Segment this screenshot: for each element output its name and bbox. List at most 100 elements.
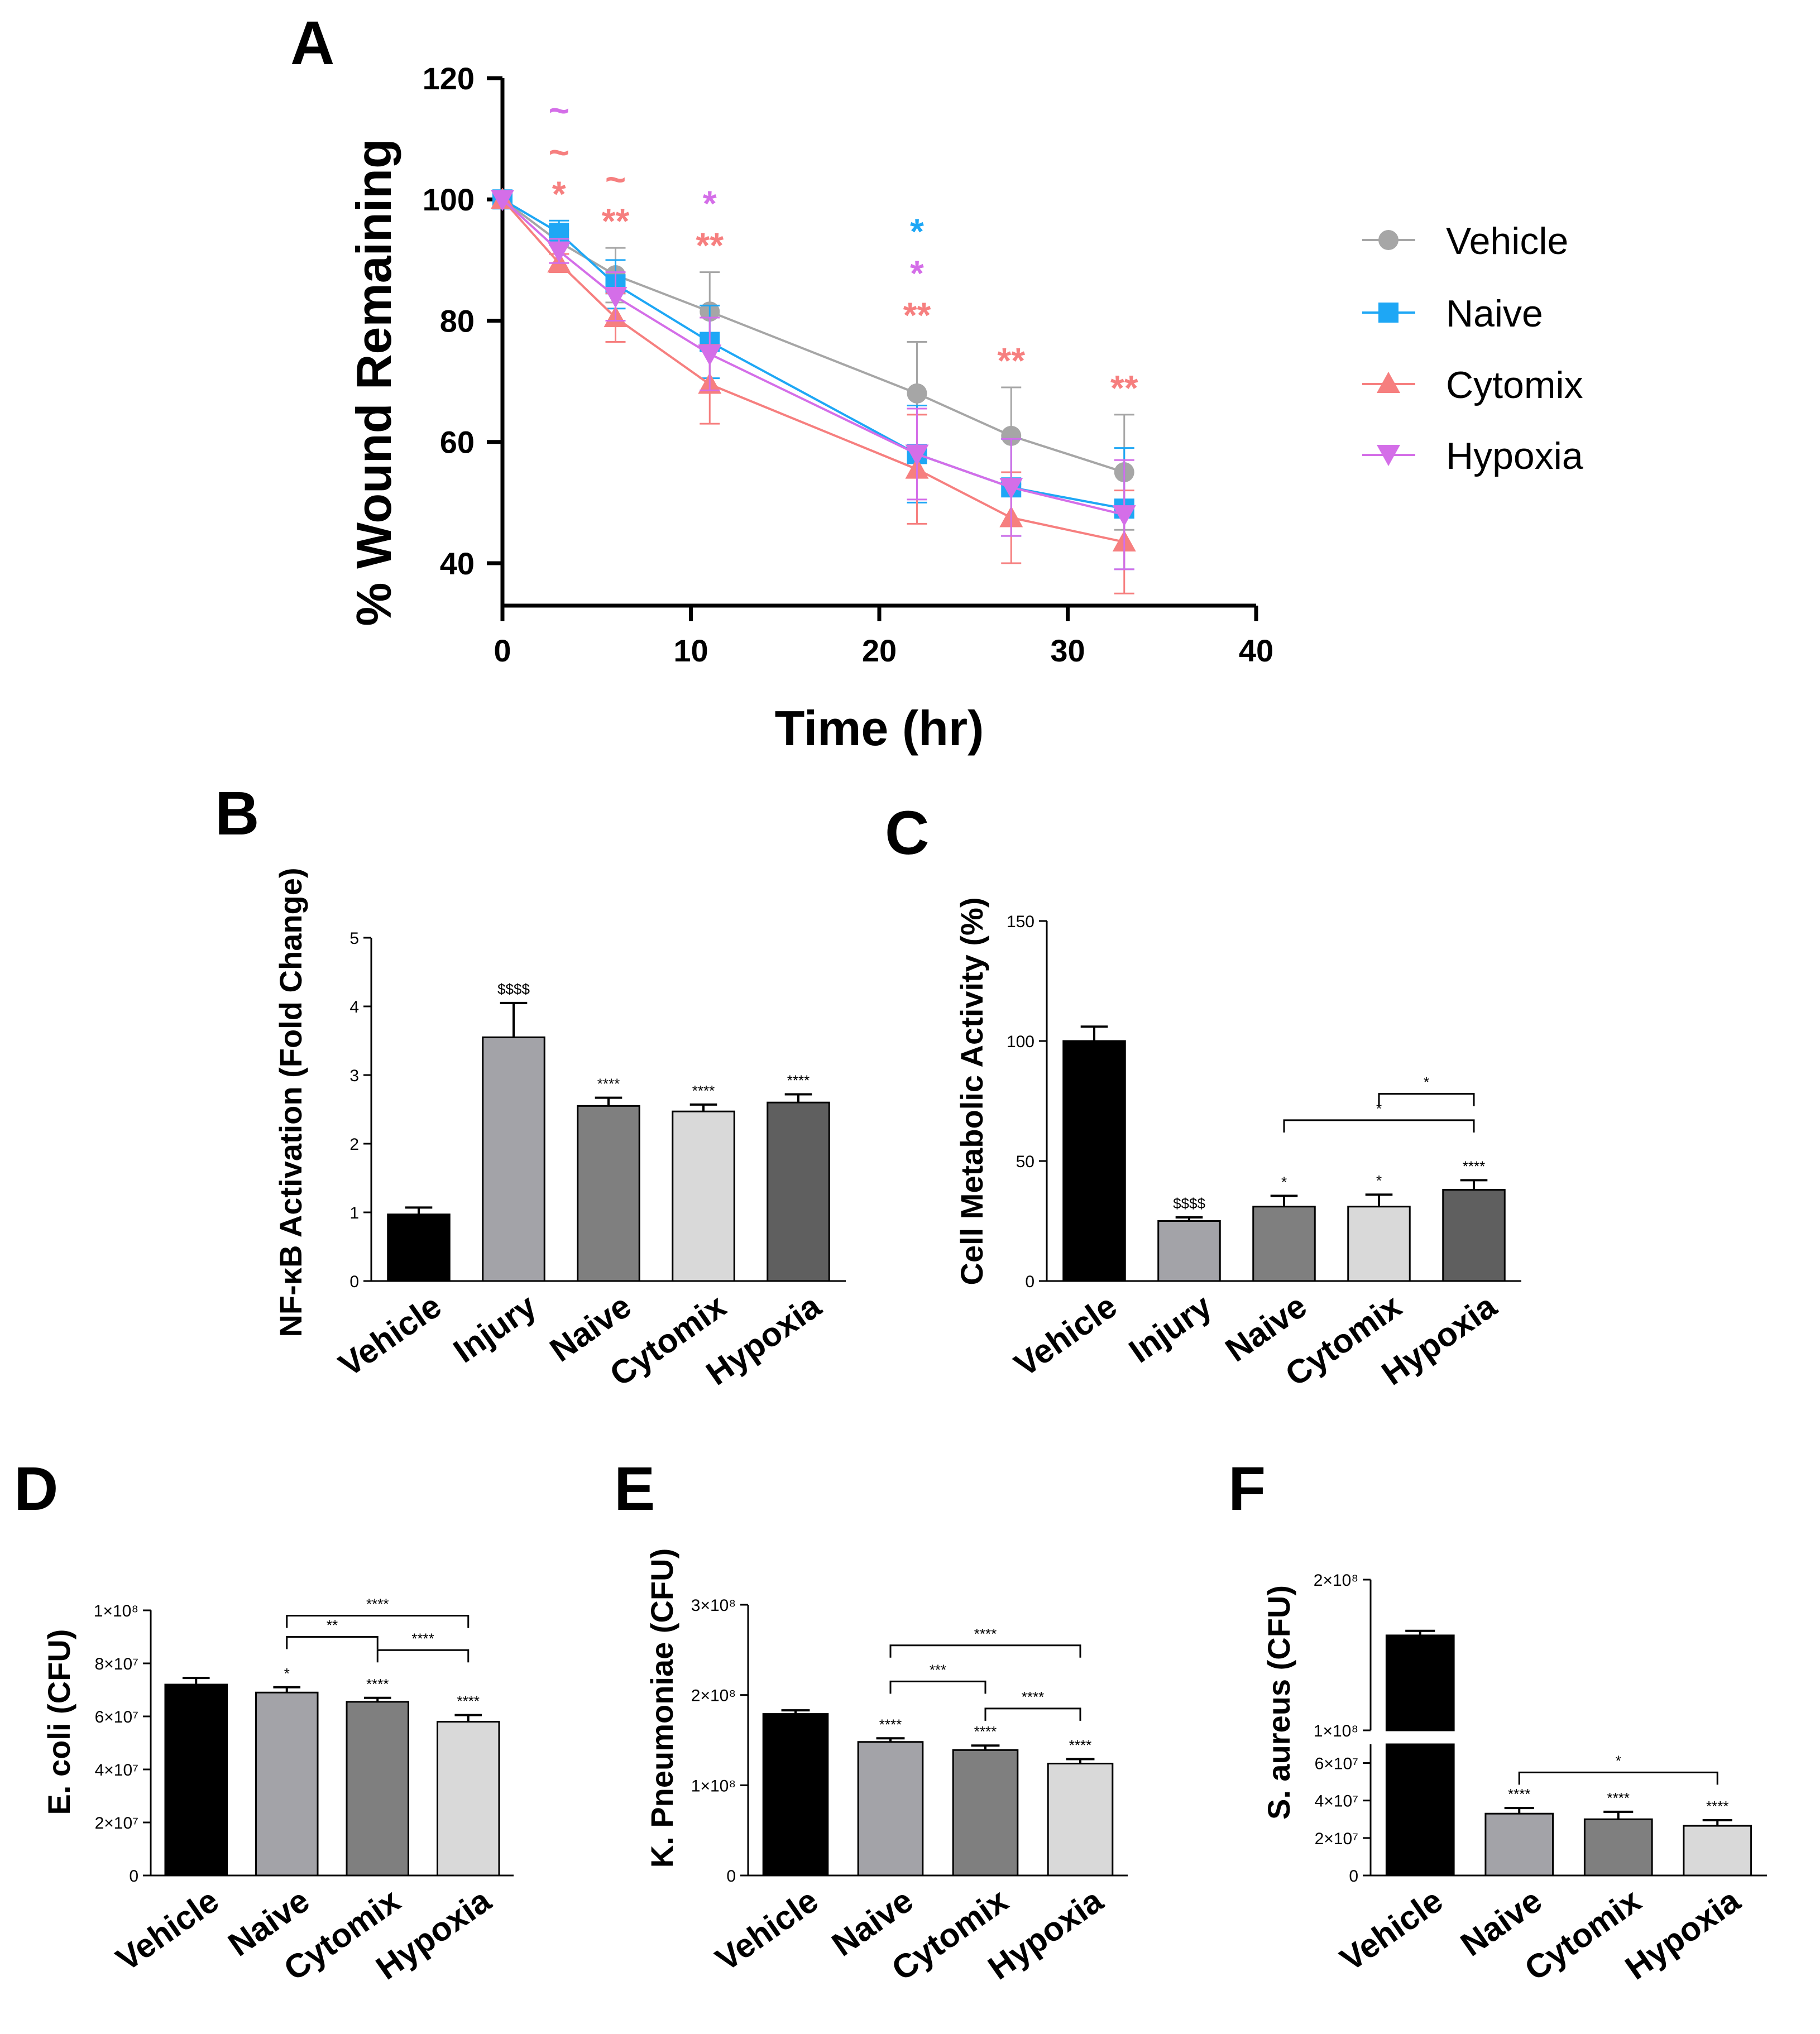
bar-group-naive: *: [255, 1665, 319, 1877]
x-category-label: Vehicle: [1333, 1882, 1449, 1979]
bar-naive: [255, 1691, 319, 1877]
panel-a-ylabel: % Wound Remaining: [346, 138, 401, 626]
y-tick-label: 0: [726, 1867, 736, 1886]
y-tick-label: 3×10⁸: [691, 1596, 736, 1615]
y-tick-label: 120: [423, 61, 475, 96]
significance-mark: **: [602, 201, 630, 241]
x-category-label: Vehicle: [332, 1287, 448, 1384]
panel-a-legend: Vehicle Naive Cytomix Hypoxia: [1362, 220, 1583, 477]
bar-hypoxia: [1442, 1189, 1506, 1282]
panel-f-ylabel: S. aureus (CFU): [1261, 1585, 1296, 1820]
data-point: [999, 478, 1023, 500]
bar-group-cytomix: ****: [672, 1082, 735, 1282]
legend-vehicle-label: Vehicle: [1446, 220, 1568, 262]
bar-vehicle-upper: [1385, 1634, 1455, 1731]
significance-mark: *: [703, 184, 717, 224]
panel-d: D 02×10⁷4×10⁷6×10⁷8×10⁷1×10⁸Vehicle*Naiv…: [14, 1455, 514, 1988]
series-line-naive: [501, 198, 1125, 510]
bar-significance-label: *: [1376, 1172, 1382, 1189]
y-tick-label: 2: [349, 1135, 359, 1154]
comparison-bracket: [286, 1636, 379, 1649]
comparison-bracket: [889, 1644, 1081, 1658]
bar-naive: [1252, 1206, 1316, 1282]
y-tick-label: 1×10⁸: [691, 1777, 736, 1795]
bar-significance-label: ****: [692, 1082, 715, 1099]
significance-mark: **: [696, 226, 724, 266]
bar-significance-label: $$$$: [1173, 1195, 1205, 1212]
bar-significance-label: ****: [1069, 1736, 1091, 1753]
series-line-hypoxia: [501, 198, 1125, 516]
bar-cytomix: [1347, 1206, 1411, 1282]
bar-significance-label: *: [284, 1665, 290, 1682]
x-tick-label: 0: [494, 633, 511, 668]
comparison-label: ****: [411, 1630, 434, 1647]
bar-cytomix: [1583, 1818, 1653, 1877]
comparison-label: ***: [930, 1661, 946, 1678]
bar-significance-label: ****: [1508, 1786, 1530, 1802]
significance-mark: *: [552, 174, 566, 214]
comparison-bracket: [984, 1707, 1081, 1721]
bar-significance-label: ****: [597, 1076, 620, 1092]
significance-mark: **: [997, 340, 1025, 381]
bar-group-naive: *: [1252, 1173, 1316, 1282]
legend-vehicle-marker: [1378, 230, 1398, 250]
bar-group-vehicle: [762, 1709, 829, 1877]
x-tick-label: 20: [862, 633, 897, 668]
data-point: [547, 241, 571, 263]
y-tick-label: 6×10⁷: [1315, 1755, 1358, 1773]
x-category-label: Vehicle: [109, 1882, 226, 1979]
bar-significance-label: *: [1281, 1173, 1287, 1190]
y-tick-label: 0: [349, 1273, 359, 1291]
panel-c: C 050100150Vehicle$$$$Injury*Naive*Cytom…: [885, 799, 1521, 1393]
bar-hypoxia: [437, 1721, 500, 1877]
bar-vehicle: [164, 1683, 228, 1877]
bar-hypoxia: [1047, 1763, 1114, 1877]
x-category-label: Hypoxia: [1618, 1881, 1747, 1987]
bar-group-cytomix: *: [1347, 1172, 1411, 1282]
bar-cytomix: [346, 1701, 409, 1877]
y-tick-label: 4×10⁷: [1315, 1792, 1358, 1811]
comparison-label: ****: [1022, 1688, 1044, 1705]
x-tick-label: 30: [1050, 633, 1085, 668]
data-point: [905, 444, 929, 466]
comparison-label: *: [1616, 1752, 1621, 1769]
bar-group-cytomix: ****: [1583, 1790, 1653, 1877]
y-tick-label: 80: [440, 303, 475, 338]
series-cytomix: [491, 188, 1136, 594]
bar-group-hypoxia: ****: [1683, 1798, 1752, 1877]
legend-cytomix-marker: [1377, 372, 1400, 393]
significance-mark: **: [903, 295, 931, 335]
comparison-label: ****: [366, 1596, 389, 1613]
bar-group-hypoxia: ****: [1047, 1736, 1114, 1877]
bar-significance-label: ****: [787, 1072, 810, 1088]
legend-hypoxia-marker: [1377, 445, 1400, 466]
data-point: [1112, 505, 1136, 527]
bar-naive: [1484, 1812, 1554, 1877]
significance-mark: *: [910, 253, 924, 294]
panel-d-plot: 02×10⁷4×10⁷6×10⁷8×10⁷1×10⁸Vehicle*Naive*…: [94, 1596, 514, 1988]
x-tick-label: 40: [1239, 633, 1273, 668]
x-category-label: Injury: [1122, 1287, 1219, 1370]
y-tick-label: 100: [423, 182, 475, 217]
bar-significance-label: ****: [366, 1676, 389, 1692]
y-tick-label: 1: [349, 1204, 359, 1222]
significance-mark: *: [910, 212, 924, 252]
significance-mark: ~: [605, 159, 626, 199]
y-tick-label: 2×10⁷: [95, 1814, 138, 1832]
bar-group-cytomix: ****: [952, 1723, 1019, 1877]
bar-significance-label: ****: [457, 1693, 480, 1710]
comparison-label: **: [327, 1617, 338, 1634]
bar-group-naive: ****: [1484, 1786, 1554, 1877]
y-tick-label: 60: [440, 425, 475, 460]
y-tick-label: 8×10⁷: [95, 1655, 138, 1673]
panel-e-label: E: [614, 1455, 655, 1523]
y-tick-label: 50: [1016, 1153, 1034, 1171]
legend-cytomix-label: Cytomix: [1446, 364, 1583, 406]
bar-naive: [577, 1105, 640, 1282]
panel-c-ylabel: Cell Metabolic Activity (%): [954, 898, 989, 1285]
x-tick-label: 10: [673, 633, 708, 668]
series-hypoxia: [491, 190, 1136, 570]
series-vehicle: [492, 189, 1134, 531]
y-tick-label: 4×10⁷: [95, 1761, 138, 1779]
